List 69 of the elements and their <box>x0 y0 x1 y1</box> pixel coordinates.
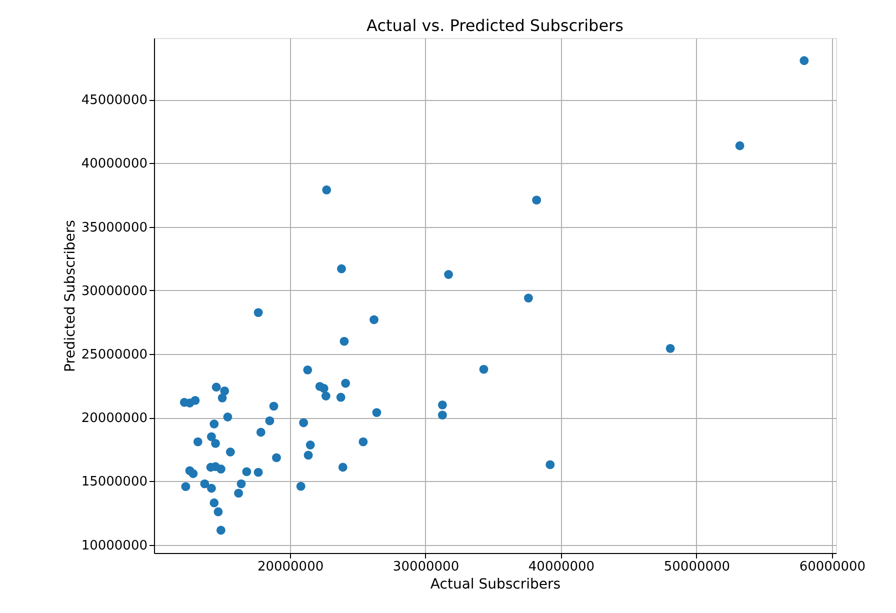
point <box>479 364 488 374</box>
point <box>546 460 555 470</box>
x-tick-label: 20000000 <box>257 560 324 574</box>
point <box>254 308 263 318</box>
point <box>190 396 200 405</box>
y-tick-label: 35000000 <box>81 220 148 236</box>
point <box>226 448 235 456</box>
point <box>438 410 447 420</box>
x-tick-label: 50000000 <box>664 560 730 574</box>
point <box>444 270 454 279</box>
chart-title: Actual vs. Predicted Subscribers <box>366 16 624 35</box>
x-tick-label: 30000000 <box>392 560 460 574</box>
y-tick-label: 45000000 <box>81 93 148 108</box>
point <box>206 432 216 442</box>
point <box>306 440 315 450</box>
point <box>735 141 744 150</box>
point <box>666 344 675 353</box>
point <box>337 264 346 274</box>
y-tick-label: 10000000 <box>81 538 148 554</box>
point <box>438 400 447 410</box>
point <box>216 464 226 474</box>
point <box>800 56 809 66</box>
point <box>211 439 220 448</box>
point <box>296 482 306 491</box>
point <box>338 462 348 472</box>
y-tick-label: 40000000 <box>81 156 148 172</box>
y-tick-label: 25000000 <box>81 348 148 363</box>
point <box>370 315 378 324</box>
point <box>188 469 198 478</box>
point <box>303 365 312 374</box>
point <box>212 382 221 392</box>
point <box>372 408 382 418</box>
point <box>223 412 232 422</box>
point <box>193 437 202 446</box>
point <box>269 402 278 411</box>
point <box>214 507 223 516</box>
point <box>256 428 266 437</box>
x-tick-label: 60000000 <box>799 560 866 574</box>
y-tick-label: 15000000 <box>81 474 148 490</box>
point <box>336 392 346 402</box>
point <box>216 526 226 535</box>
point <box>234 488 244 498</box>
point <box>322 185 332 194</box>
y-axis-title: Predicted Subscribers <box>62 220 78 372</box>
point <box>242 467 252 476</box>
point <box>200 479 210 488</box>
y-tick-label: 30000000 <box>81 284 148 299</box>
point <box>524 294 533 303</box>
point <box>341 378 350 388</box>
point <box>321 392 330 400</box>
point <box>254 468 263 477</box>
point <box>319 384 328 393</box>
point <box>299 418 308 428</box>
point <box>265 416 274 426</box>
y-tick-label: 20000000 <box>81 411 148 426</box>
point <box>304 450 313 460</box>
point <box>181 482 190 492</box>
point <box>236 479 246 488</box>
point <box>340 336 349 346</box>
point <box>210 420 219 428</box>
point <box>220 386 230 396</box>
point <box>358 437 368 446</box>
point <box>272 453 281 462</box>
x-tick-label: 40000000 <box>528 560 595 574</box>
point <box>206 484 216 493</box>
point <box>532 196 542 205</box>
point <box>210 498 219 508</box>
x-axis-title: Actual Subscribers <box>430 576 561 592</box>
point <box>218 393 227 402</box>
